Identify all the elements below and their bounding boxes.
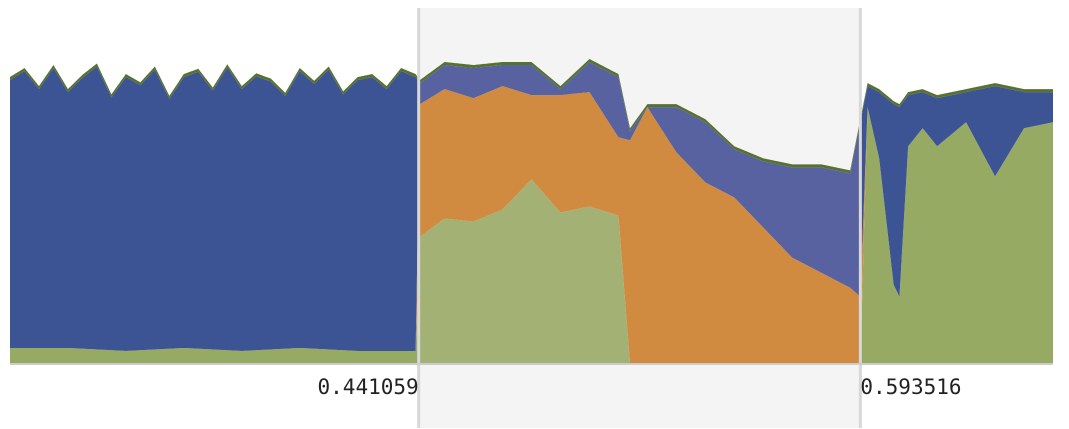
area-orange-brush [418,86,861,363]
area-dark_green-left [10,63,419,99]
brush-start-label: 0.441059 [318,375,419,399]
area-green-right [860,107,1053,364]
area-green-brush [418,179,861,363]
area-green-left [10,270,419,363]
area-dark_green-brush [418,58,861,174]
area-layer [10,58,1053,364]
area-dark_green-right [860,83,1053,122]
brush-end-label: 0.593516 [860,375,961,399]
area-blue-brush [418,62,861,297]
area-blue-right [860,86,1053,297]
area-blue-left [10,66,419,351]
